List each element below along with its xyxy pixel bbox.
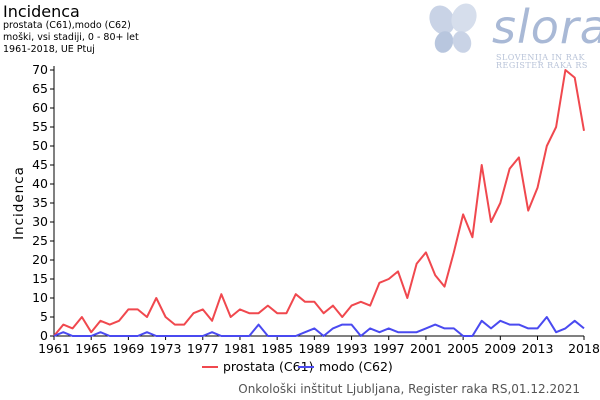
x-tick-label: 1981 [224,341,256,356]
series-line-modo [53,316,585,337]
y-tick-label: 45 [32,157,48,172]
subtitle-sites: prostata (C61),modo (C62) [3,20,131,31]
y-tick-label: 20 [32,252,48,267]
logo-line2: REGISTER RAKA RS [496,61,588,70]
logo-line1: SLOVENIJA IN RAK [496,53,585,62]
y-tick-label: 40 [32,176,48,191]
x-tick-label: 1997 [373,341,405,356]
legend-label: modo (C62) [319,359,393,374]
x-tick-label: 1977 [187,341,219,356]
x-tick-label: 2001 [410,341,442,356]
y-axis-label: Incidenca [11,166,27,240]
y-tick-label: 50 [32,138,48,153]
x-tick-label: 1985 [261,341,293,356]
subtitle-period: 1961-2018, UE Ptuj [3,44,95,55]
x-tick-label: 1993 [336,341,368,356]
y-tick-label: 65 [32,81,48,96]
y-tick-label: 30 [32,214,48,229]
y-tick-label: 25 [32,233,48,248]
x-tick-label: 1969 [112,341,144,356]
x-tick-label: 2018 [568,341,600,356]
y-tick-label: 55 [32,119,48,134]
slora-logo: slora SLOVENIJA IN RAK REGISTER RAKA RS [400,0,600,70]
subtitle-population: moški, vsi stadiji, 0 - 80+ let [3,32,139,43]
legend-label: prostata (C61) [223,359,313,374]
chart-title: Incidenca [3,2,80,21]
y-tick-label: 10 [32,290,48,305]
y-tick-label: 35 [32,195,48,210]
butterfly-icon [429,3,477,53]
y-tick-label: 15 [32,271,48,286]
x-tick-label: 1961 [38,341,70,356]
series-line-prostata [53,69,585,337]
x-tick-label: 2013 [522,341,554,356]
y-tick-label: 60 [32,100,48,115]
source-footer: Onkološki inštitut Ljubljana, Register r… [238,382,580,396]
x-tick-label: 1965 [75,341,107,356]
x-tick-label: 1989 [298,341,330,356]
y-tick-label: 0 [40,328,48,343]
logo-wordmark: slora [492,0,600,54]
x-tick-label: 2005 [447,341,479,356]
x-tick-label: 1973 [150,341,182,356]
y-tick-label: 5 [40,309,48,324]
y-tick-label: 70 [32,62,48,77]
x-tick-label: 2009 [484,341,516,356]
